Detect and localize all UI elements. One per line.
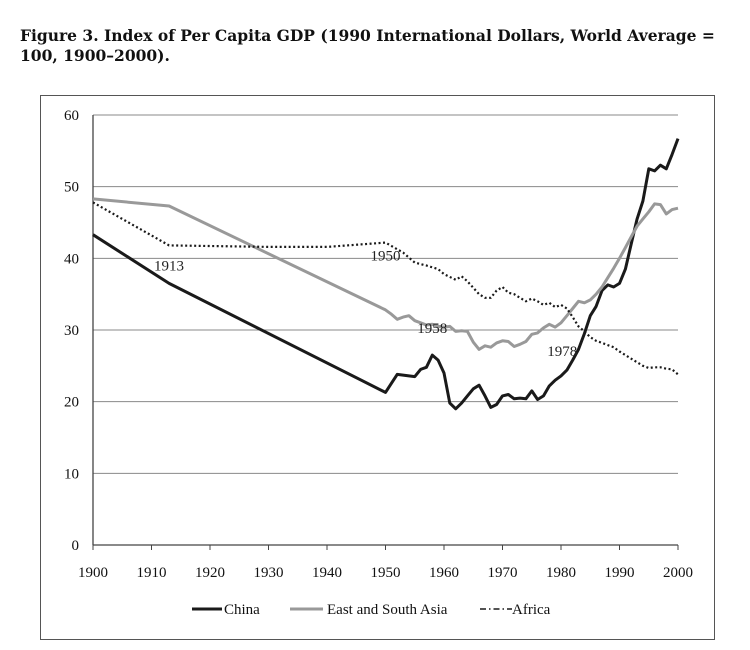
x-tick-label: 1980: [546, 565, 576, 581]
y-tick-label: 60: [64, 108, 79, 124]
series-line-east-and-south-asia: [92, 197, 679, 351]
y-tick-label: 40: [64, 251, 79, 267]
series-line-africa: [92, 201, 679, 376]
chart-frame: [40, 95, 715, 640]
axes: [92, 115, 679, 550]
x-tick-label: 1950: [371, 565, 401, 581]
y-tick-label: 30: [64, 323, 79, 339]
annotation-1913: 1913: [154, 258, 184, 274]
gridlines: [93, 114, 678, 474]
x-tick-label: 1990: [605, 565, 635, 581]
y-tick-label: 50: [64, 180, 79, 196]
y-tick-label: 0: [72, 538, 80, 554]
annotations: 1913 1950 1958 1978: [154, 249, 577, 360]
legend-label: Africa: [512, 602, 551, 618]
series-lines: [92, 138, 680, 411]
legend-label: China: [224, 602, 260, 618]
x-tick-label: 1960: [429, 565, 459, 581]
y-tick-labels: 0 10 20 30 40 50 60: [64, 108, 79, 554]
annotation-1950: 1950: [371, 249, 401, 265]
x-tick-label: 1920: [195, 565, 225, 581]
y-tick-label: 20: [64, 395, 79, 411]
figure-caption: Figure 3. Index of Per Capita GDP (1990 …: [20, 26, 715, 65]
series-line-china: [92, 138, 680, 411]
x-tick-label: 1940: [312, 565, 342, 581]
x-tick-labels: 1900 1910 1920 1930 1940 1950 1960 1970 1980 1990…: [78, 565, 693, 581]
y-tick-label: 10: [64, 466, 79, 482]
legend: China East and South Asia Africa: [192, 602, 551, 618]
x-tick-label: 1910: [137, 565, 167, 581]
x-tick-label: 2000: [663, 565, 693, 581]
x-tick-label: 1930: [254, 565, 284, 581]
annotation-1958: 1958: [417, 321, 447, 337]
x-tick-label: 1900: [78, 565, 108, 581]
legend-label: East and South Asia: [327, 602, 448, 618]
annotation-1978: 1978: [547, 344, 577, 360]
x-tick-label: 1970: [488, 565, 518, 581]
